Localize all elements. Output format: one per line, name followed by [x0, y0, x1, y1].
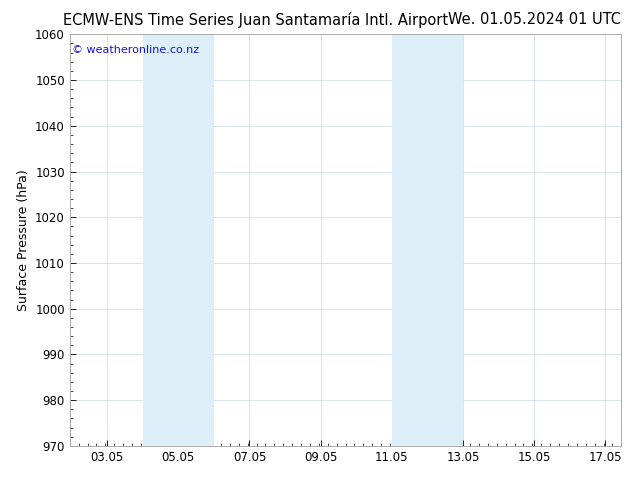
Text: We. 01.05.2024 01 UTC: We. 01.05.2024 01 UTC [448, 12, 621, 27]
Text: © weatheronline.co.nz: © weatheronline.co.nz [72, 45, 200, 54]
Bar [392, 34, 463, 446]
Y-axis label: Surface Pressure (hPa): Surface Pressure (hPa) [16, 169, 30, 311]
Text: ECMW-ENS Time Series Juan Santamaría Intl. Airport: ECMW-ENS Time Series Juan Santamaría Int… [63, 12, 448, 28]
Bar [143, 34, 214, 446]
